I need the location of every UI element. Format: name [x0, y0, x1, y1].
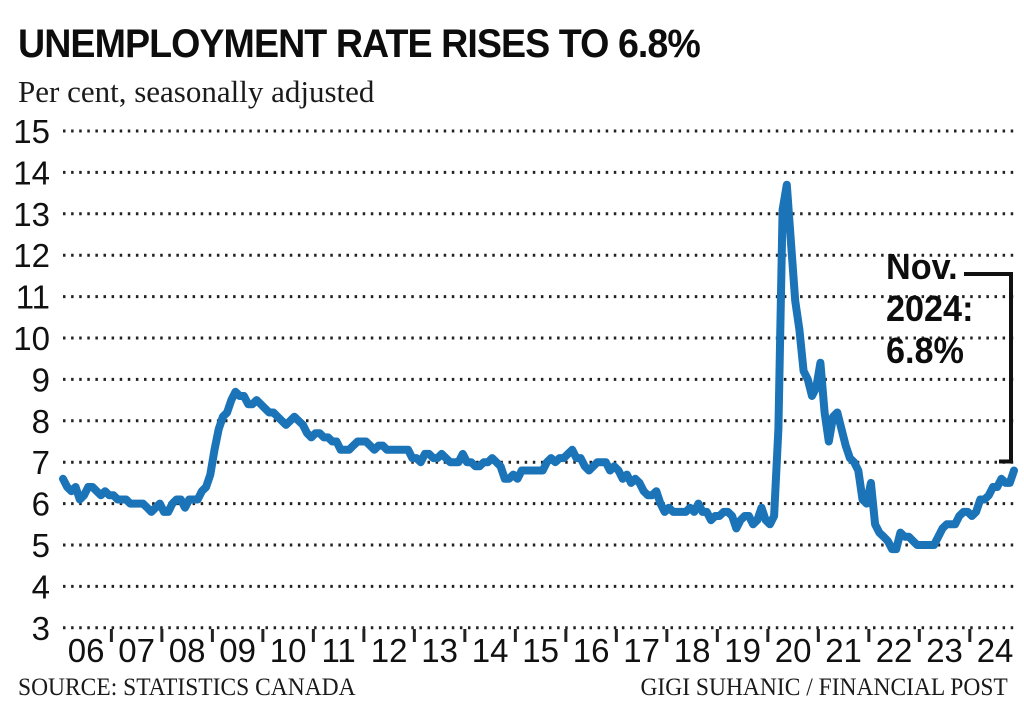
y-tick-label-4: 4: [32, 568, 50, 605]
y-tick-label-5: 5: [32, 527, 50, 564]
x-tick-label-24: 24: [977, 632, 1014, 669]
x-tick-label-08: 08: [169, 632, 206, 669]
x-tick-label-22: 22: [876, 632, 913, 669]
chart-subtitle: Per cent, seasonally adjusted: [18, 74, 375, 109]
x-tick-label-17: 17: [623, 632, 660, 669]
author-credit: GIGI SUHANIC / FINANCIAL POST: [640, 674, 1008, 701]
annotation-line-3: 6.8%: [886, 330, 964, 371]
annotation-line-2: 2024:: [886, 288, 974, 329]
x-tick-label-13: 13: [421, 632, 458, 669]
highlight-annotation: Nov. 2024: 6.8%: [886, 246, 973, 372]
x-tick-label-19: 19: [724, 632, 761, 669]
y-tick-label-9: 9: [32, 361, 50, 398]
x-tick-label-15: 15: [522, 632, 559, 669]
y-tick-label-6: 6: [32, 486, 50, 523]
x-tick-label-20: 20: [775, 632, 812, 669]
y-tick-label-3: 3: [32, 610, 50, 647]
chart-title: UNEMPLOYMENT RATE RISES TO 6.8%: [18, 22, 701, 66]
x-tick-label-07: 07: [118, 632, 155, 669]
source-credit: SOURCE: STATISTICS CANADA: [18, 674, 356, 701]
y-tick-label-11: 11: [16, 279, 50, 316]
x-tick-label-10: 10: [270, 632, 307, 669]
x-tick-label-18: 18: [674, 632, 711, 669]
x-tick-label-12: 12: [371, 632, 408, 669]
y-tick-label-10: 10: [13, 320, 50, 357]
y-tick-label-14: 14: [13, 154, 50, 191]
x-tick-label-16: 16: [573, 632, 610, 669]
y-tick-label-8: 8: [32, 403, 50, 440]
x-tick-label-09: 09: [219, 632, 256, 669]
x-tick-label-06: 06: [68, 632, 105, 669]
annotation-line-1: Nov.: [886, 246, 958, 287]
x-tick-label-11: 11: [321, 632, 355, 669]
x-tick-label-21: 21: [825, 632, 862, 669]
x-tick-label-14: 14: [472, 632, 509, 669]
y-tick-label-15: 15: [13, 113, 50, 150]
unemployment-rate-line: [59, 180, 1018, 554]
y-tick-label-13: 13: [13, 196, 50, 233]
y-tick-label-12: 12: [13, 237, 50, 274]
x-tick-label-23: 23: [926, 632, 963, 669]
y-tick-label-7: 7: [32, 444, 50, 481]
